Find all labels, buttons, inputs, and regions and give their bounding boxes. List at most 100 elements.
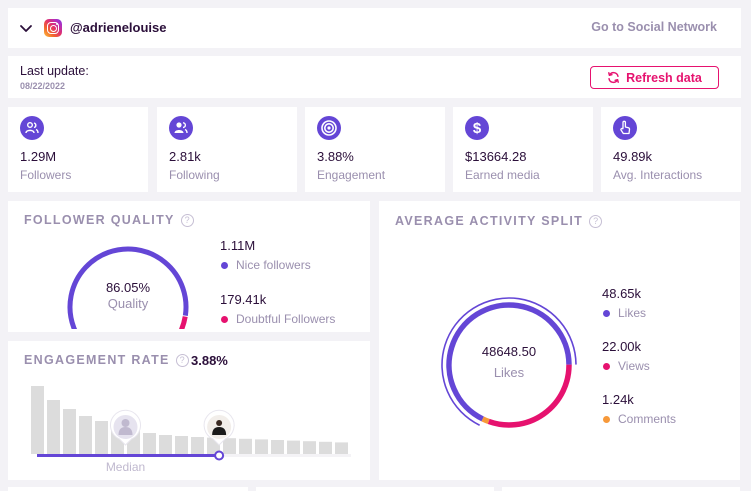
histogram-bar (255, 439, 268, 454)
next-card-partial (502, 487, 740, 491)
legend-value: 179.41k (220, 292, 267, 307)
gauge-doubtful-arc (178, 316, 188, 329)
legend-value: 48.65k (602, 286, 642, 301)
progress-knob[interactable] (214, 450, 225, 461)
legend-dot (603, 309, 610, 317)
donut-segment-likes (446, 302, 572, 422)
profile-header: @adrienelouise Go to Social Network (8, 8, 741, 48)
histogram-bar (303, 441, 316, 454)
stat-card-following: 2.81k Following (157, 107, 297, 192)
last-update-label: Last update: (20, 64, 89, 78)
refresh-data-button[interactable]: Refresh data (590, 66, 719, 89)
histogram-bar (31, 386, 44, 454)
legend-dot (221, 261, 228, 269)
histogram-bar (271, 440, 284, 454)
legend-dot (603, 415, 610, 423)
stat-label: Following (169, 168, 220, 182)
quality-label: Quality (107, 296, 149, 311)
user-avatar-pin (203, 409, 235, 446)
histogram-bar (63, 409, 76, 454)
follower-quality-card: FOLLOWER QUALITY ? 86.05% Quality 1.11M … (8, 201, 370, 332)
engagement-histogram: Median (31, 386, 351, 474)
histogram-bar (159, 435, 172, 454)
following-icon (169, 116, 193, 140)
histogram-bar (239, 438, 252, 454)
quality-percent: 86.05% (105, 280, 151, 295)
engagement-rate-value: 3.88% (191, 353, 228, 368)
stat-label: Avg. Interactions (613, 168, 703, 182)
histogram-bar (191, 437, 204, 454)
stat-value: 3.88% (317, 149, 354, 164)
update-bar: Last update: 08/22/2022 Refresh data (8, 56, 741, 98)
stat-card-engagement: 3.88% Engagement (305, 107, 445, 192)
legend-dot (221, 315, 228, 323)
stat-value: 1.29M (20, 149, 57, 164)
donut-center-label: Likes (493, 365, 525, 380)
stat-value: 2.81k (169, 149, 201, 164)
followers-icon (20, 116, 44, 140)
activity-split-card: AVERAGE ACTIVITY SPLIT ? 48648.50 Likes … (379, 201, 740, 480)
legend-nice-followers: 1.11M Nice followers (220, 238, 311, 272)
refresh-icon (608, 71, 620, 84)
account-handle: @adrienelouise (70, 20, 167, 35)
dollar-icon: $ (465, 116, 489, 140)
legend-value: 22.00k (602, 339, 642, 354)
legend-label: Likes (618, 306, 647, 320)
engagement-rate-title: ENGAGEMENT RATE ? (24, 353, 189, 367)
histogram-bar (143, 433, 156, 454)
engagement-rate-card: ENGAGEMENT RATE ? 3.88% Median (8, 341, 370, 480)
next-card-partial (8, 487, 248, 491)
stat-value: 49.89k (613, 149, 653, 164)
help-icon[interactable]: ? (180, 213, 194, 227)
histogram-bar (335, 442, 348, 454)
legend-value: 1.11M (220, 238, 256, 253)
section-title-text: AVERAGE ACTIVITY SPLIT (395, 214, 584, 228)
stat-label: Engagement (317, 168, 386, 182)
last-update-date: 08/22/2022 (20, 81, 66, 91)
gauge-center: 86.05% Quality (60, 280, 196, 311)
legend-views: 22.00k Views (602, 339, 650, 373)
legend-doubtful-followers: 179.41k Doubtful Followers (220, 292, 335, 326)
legend-label: Doubtful Followers (236, 312, 336, 326)
legend-value: 1.24k (602, 392, 634, 407)
refresh-data-label: Refresh data (626, 70, 702, 85)
progress-fill (37, 454, 220, 457)
histogram-bar (287, 440, 300, 454)
stat-label: Earned media (465, 168, 540, 182)
legend-comments: 1.24k Comments (602, 392, 676, 426)
stat-card-avg-interactions: 49.89k Avg. Interactions (601, 107, 741, 192)
histogram-bar (79, 416, 92, 454)
stat-card-earned-media: $ $13664.28 Earned media (453, 107, 593, 192)
quality-gauge (67, 246, 189, 329)
gauge-nice-arc (67, 246, 189, 329)
pointer-hand-icon (613, 116, 637, 140)
instagram-icon (44, 19, 62, 37)
histogram-bar (175, 436, 188, 454)
activity-split-title: AVERAGE ACTIVITY SPLIT ? (395, 214, 603, 228)
stat-card-followers: 1.29M Followers (8, 107, 148, 192)
donut-segment-views (487, 364, 572, 428)
next-card-partial (256, 487, 494, 491)
legend-label: Views (618, 359, 650, 373)
legend-label: Nice followers (236, 258, 311, 272)
section-title-text: ENGAGEMENT RATE (24, 353, 170, 367)
target-icon (317, 116, 341, 140)
likes-outer-ring (441, 297, 577, 426)
legend-dot (603, 362, 610, 370)
stat-value: $13664.28 (465, 149, 527, 164)
help-icon[interactable]: ? (589, 214, 603, 228)
histogram-bar (47, 400, 60, 454)
donut-center: 48648.50 Likes (439, 344, 579, 380)
histogram-bar (319, 441, 332, 454)
median-label: Median (106, 460, 145, 474)
donut-center-value: 48648.50 (481, 344, 537, 359)
go-to-social-network-link[interactable]: Go to Social Network (591, 20, 717, 34)
donut-segment-comments (481, 416, 490, 425)
chevron-down-icon[interactable] (18, 20, 34, 36)
legend-likes: 48.65k Likes (602, 286, 646, 320)
help-icon[interactable]: ? (175, 353, 189, 367)
section-title-text: FOLLOWER QUALITY (24, 213, 175, 227)
legend-label: Comments (618, 412, 677, 426)
stat-label: Followers (20, 168, 72, 182)
follower-quality-title: FOLLOWER QUALITY ? (24, 213, 194, 227)
